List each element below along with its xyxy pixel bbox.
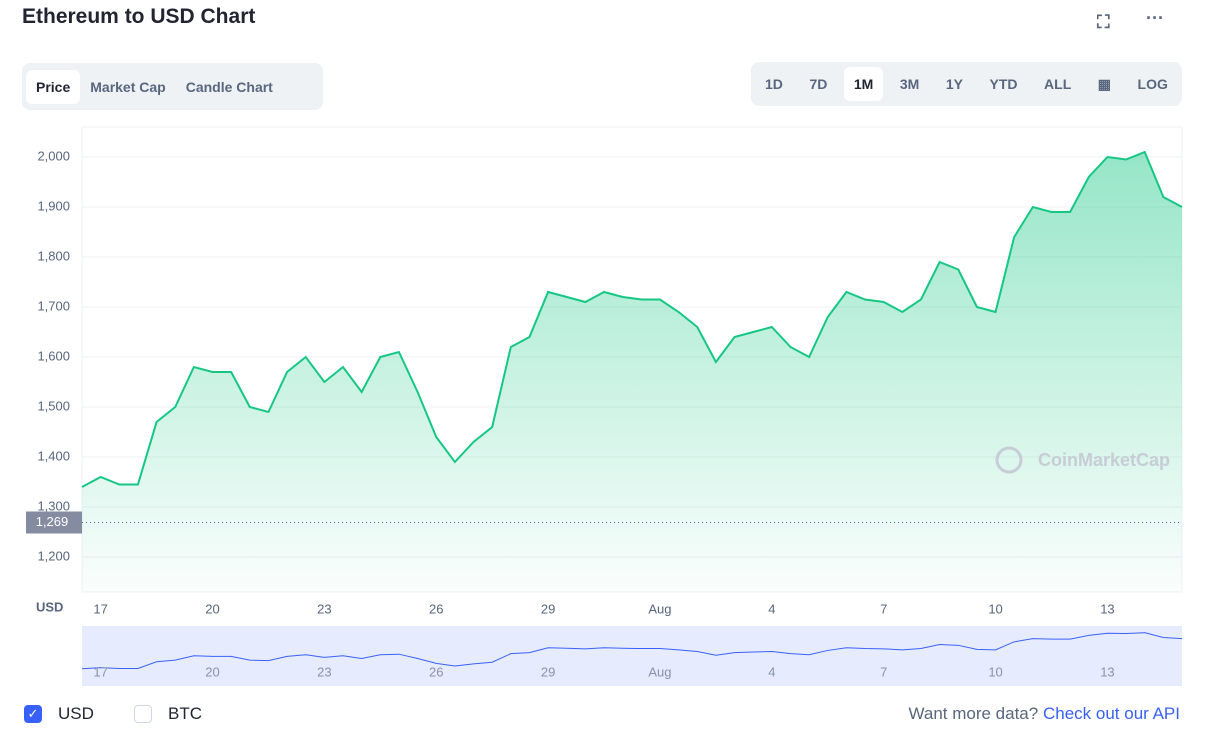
range-button[interactable]: 1Y — [945, 76, 963, 92]
x-tick-label: 20 — [205, 601, 219, 616]
y-tick-label: 1,700 — [37, 298, 70, 313]
y-tick-label: 1,600 — [37, 348, 70, 363]
calendar-button[interactable]: ▦ — [1097, 75, 1112, 92]
x-tick-label: 17 — [93, 601, 107, 616]
y-tick-label: 1,900 — [37, 198, 70, 213]
navigator-tick-label: Aug — [648, 664, 671, 679]
currency-toggle[interactable]: ✓ USD — [24, 704, 94, 724]
price-line — [81, 150, 1183, 488]
currency-toggle[interactable]: BTC — [134, 704, 202, 724]
range-button[interactable]: 1M — [843, 67, 884, 101]
reference-box — [26, 511, 82, 534]
checkbox[interactable]: ✓ — [24, 705, 42, 723]
navigator-tick-label: 20 — [205, 664, 219, 679]
navigator-line — [81, 632, 1183, 670]
x-tick-label: 4 — [768, 601, 775, 616]
price-area — [82, 152, 1182, 592]
range-button[interactable]: ALL — [1044, 76, 1072, 92]
checkbox[interactable] — [134, 705, 152, 723]
footer-text: Want more data? — [908, 704, 1039, 723]
tab-group: Price Market Cap Candle Chart — [22, 63, 323, 110]
tab[interactable]: Market Cap — [90, 78, 166, 95]
fullscreen-icon[interactable]: ⛶ — [1097, 12, 1110, 32]
range-button[interactable]: 1D — [765, 76, 783, 92]
reference-label: 1,269 — [36, 514, 69, 529]
log-button[interactable]: LOG — [1137, 76, 1168, 92]
x-tick-label: Aug — [648, 601, 671, 616]
y-tick-label: 1,300 — [37, 498, 70, 513]
x-tick-label: 7 — [880, 601, 887, 616]
title: Ethereum to USD Chart — [22, 5, 256, 28]
api-link[interactable]: Check out our API — [1042, 704, 1180, 723]
toggle-label[interactable]: BTC — [168, 704, 202, 723]
range-group: 1D 7D 1M 3M 1Y YTD ALL ▦ LOG — [751, 62, 1182, 106]
watermark: CoinMarketCap — [1038, 450, 1170, 470]
toggle-label[interactable]: USD — [58, 704, 94, 723]
tab[interactable]: Candle Chart — [185, 78, 273, 95]
range-button[interactable]: YTD — [989, 76, 1018, 92]
x-tick-label: 26 — [429, 601, 443, 616]
watermark-logo — [995, 446, 1023, 474]
footer: Want more data? Check out our API — [908, 704, 1180, 724]
navigator-tick-label: 10 — [988, 664, 1002, 679]
x-tick-label: 29 — [541, 601, 555, 616]
navigator-tick-label: 23 — [317, 664, 331, 679]
x-tick-label: 13 — [1100, 601, 1114, 616]
navigator-tick-label: 13 — [1100, 664, 1114, 679]
x-tick-label: 10 — [988, 601, 1002, 616]
navigator-tick-label: 29 — [541, 664, 555, 679]
y-axis-label: USD — [36, 599, 63, 614]
x-tick-label: 23 — [317, 601, 331, 616]
y-tick-label: 1,400 — [37, 448, 70, 463]
navigator — [82, 626, 1182, 686]
more-icon[interactable]: ··· — [1146, 8, 1164, 28]
navigator-tick-label: 26 — [429, 664, 443, 679]
navigator-tick-label: 7 — [880, 664, 887, 679]
y-tick-label: 1,200 — [37, 548, 70, 563]
navigator-tick-label: 4 — [768, 664, 775, 679]
range-button[interactable]: 7D — [809, 76, 828, 92]
y-tick-label: 1,500 — [37, 398, 70, 413]
y-tick-label: 1,800 — [37, 248, 70, 263]
tab[interactable]: Price — [26, 69, 81, 104]
y-tick-label: 2,000 — [37, 148, 70, 163]
range-button[interactable]: 3M — [899, 76, 920, 92]
navigator-tick-label: 17 — [93, 664, 107, 679]
